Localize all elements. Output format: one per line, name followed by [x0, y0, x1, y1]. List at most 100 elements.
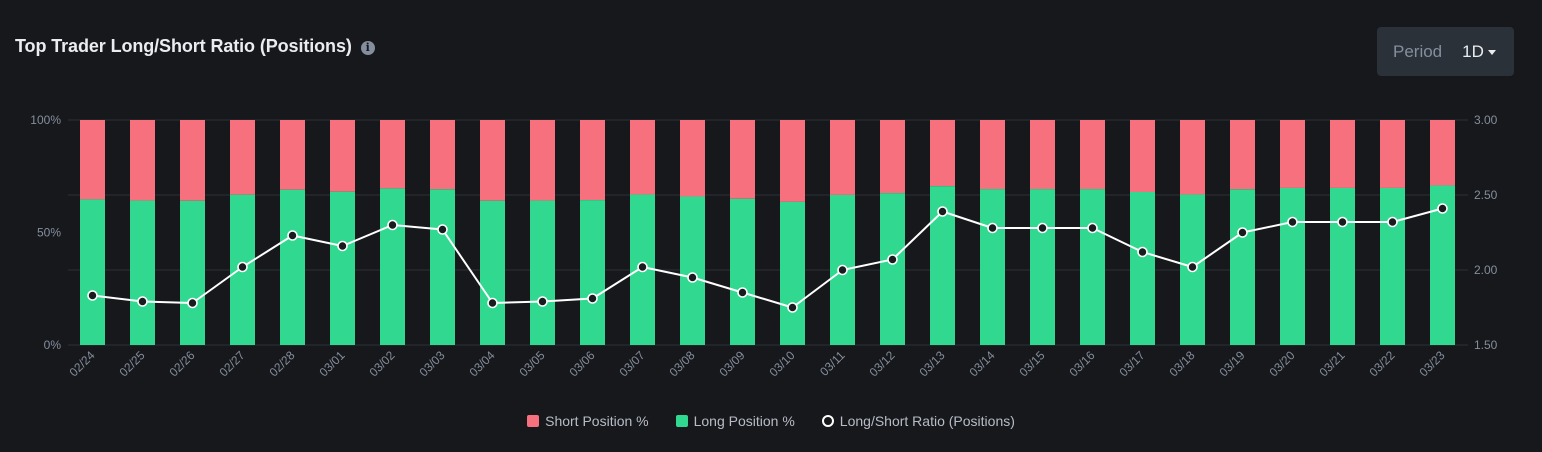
x-tick-label: 03/06 [566, 348, 597, 379]
ratio-point [1187, 261, 1198, 273]
y-left-tick-label: 0% [44, 338, 62, 352]
ratio-point [1137, 246, 1148, 258]
bar-short [630, 120, 655, 195]
bar-short [1080, 120, 1105, 190]
x-tick-label: 03/15 [1016, 348, 1047, 379]
bar-short [580, 120, 605, 201]
ratio-point [1387, 216, 1398, 228]
x-tick-label: 03/21 [1316, 348, 1347, 379]
x-tick-label: 03/17 [1116, 348, 1147, 379]
x-tick-label: 03/13 [916, 348, 947, 379]
ratio-point [487, 297, 498, 309]
x-tick-label: 03/02 [366, 348, 397, 379]
bar-long [1330, 187, 1355, 345]
bar-short [330, 120, 355, 192]
bar-long [480, 200, 505, 345]
x-tick-label: 03/16 [1066, 348, 1097, 379]
x-tick-label: 03/14 [966, 348, 997, 379]
bar-long [980, 189, 1005, 345]
ratio-point [987, 222, 998, 234]
bar-long [130, 200, 155, 345]
bar-long [80, 199, 105, 345]
chart-title: Top Trader Long/Short Ratio (Positions) [15, 36, 352, 56]
bar-short [930, 120, 955, 187]
ratio-point [437, 224, 448, 235]
bar-short [1380, 120, 1405, 188]
legend-swatch-ratio [821, 415, 834, 427]
x-tick-label: 03/20 [1266, 348, 1297, 379]
bar-short [1280, 120, 1305, 188]
period-value: 1D [1462, 41, 1484, 61]
legend-item-ratio[interactable]: Long/Short Ratio (Positions) [821, 413, 1015, 429]
ratio-point [637, 261, 648, 273]
bar-short [130, 120, 155, 201]
x-tick-label: 02/28 [266, 348, 297, 379]
bar-short [1180, 120, 1205, 195]
ratio-point [187, 297, 198, 309]
bar-short [280, 120, 305, 190]
ratio-point [337, 240, 348, 252]
ratio-point [87, 290, 98, 301]
bar-short [1230, 120, 1255, 190]
x-tick-label: 03/04 [466, 348, 497, 379]
ratio-point [587, 293, 598, 304]
ratio-point [887, 254, 898, 265]
chevron-down-icon [1487, 50, 1496, 55]
x-tick-label: 02/27 [216, 348, 247, 379]
x-tick-label: 03/01 [316, 348, 347, 379]
ratio-point [1337, 216, 1348, 228]
x-tick-label: 03/08 [666, 348, 697, 379]
y-right-tick-label: 3.00 [1474, 113, 1498, 127]
x-tick-label: 03/19 [1216, 348, 1247, 379]
bar-short [830, 120, 855, 195]
legend-label-long: Long Position % [693, 413, 795, 429]
x-tick-label: 03/18 [1166, 348, 1197, 379]
ratio-point [737, 287, 748, 298]
bar-long [330, 191, 355, 345]
ratio-point [1287, 216, 1298, 228]
bar-long [430, 189, 455, 345]
bar-long [1380, 187, 1405, 345]
x-tick-label: 03/09 [716, 348, 747, 379]
legend-label-ratio: Long/Short Ratio (Positions) [839, 413, 1015, 429]
bar-short [180, 120, 205, 201]
bar-short [380, 120, 405, 189]
ratio-point [137, 296, 148, 307]
bar-short [880, 120, 905, 194]
legend-item-long[interactable]: Long Position % [675, 413, 795, 429]
bar-long [530, 200, 555, 345]
bar-short [730, 120, 755, 199]
y-left-tick-label: 50% [37, 226, 61, 240]
ratio-point [537, 296, 548, 307]
bar-short [430, 120, 455, 190]
bar-long [380, 188, 405, 345]
ratio-line [92, 207, 1443, 309]
x-tick-label: 03/11 [817, 348, 848, 379]
bar-long [680, 196, 705, 345]
bar-long [1080, 189, 1105, 345]
ratio-point [837, 264, 848, 276]
ratio-point [937, 206, 948, 217]
ratio-point [287, 230, 298, 241]
y-right-tick-label: 2.00 [1474, 263, 1498, 277]
bar-long [1230, 189, 1255, 345]
bar-long [1030, 189, 1055, 345]
x-tick-label: 03/23 [1416, 348, 1447, 379]
ratio-point [387, 219, 398, 231]
bar-short [530, 120, 555, 201]
info-icon[interactable]: i [360, 40, 375, 55]
x-tick-label: 03/05 [516, 348, 547, 379]
legend-swatch-long [675, 415, 688, 427]
ratio-point [687, 272, 698, 283]
bar-long [580, 200, 605, 345]
ratio-point [787, 302, 798, 313]
bar-short [1030, 120, 1055, 190]
y-right-tick-label: 1.50 [1474, 338, 1498, 352]
legend-item-short[interactable]: Short Position % [527, 413, 649, 429]
x-tick-label: 03/03 [416, 348, 447, 379]
bar-short [480, 120, 505, 201]
bar-long [180, 200, 205, 345]
bar-short [680, 120, 705, 197]
period-selector[interactable]: Period 1D [1377, 27, 1514, 76]
